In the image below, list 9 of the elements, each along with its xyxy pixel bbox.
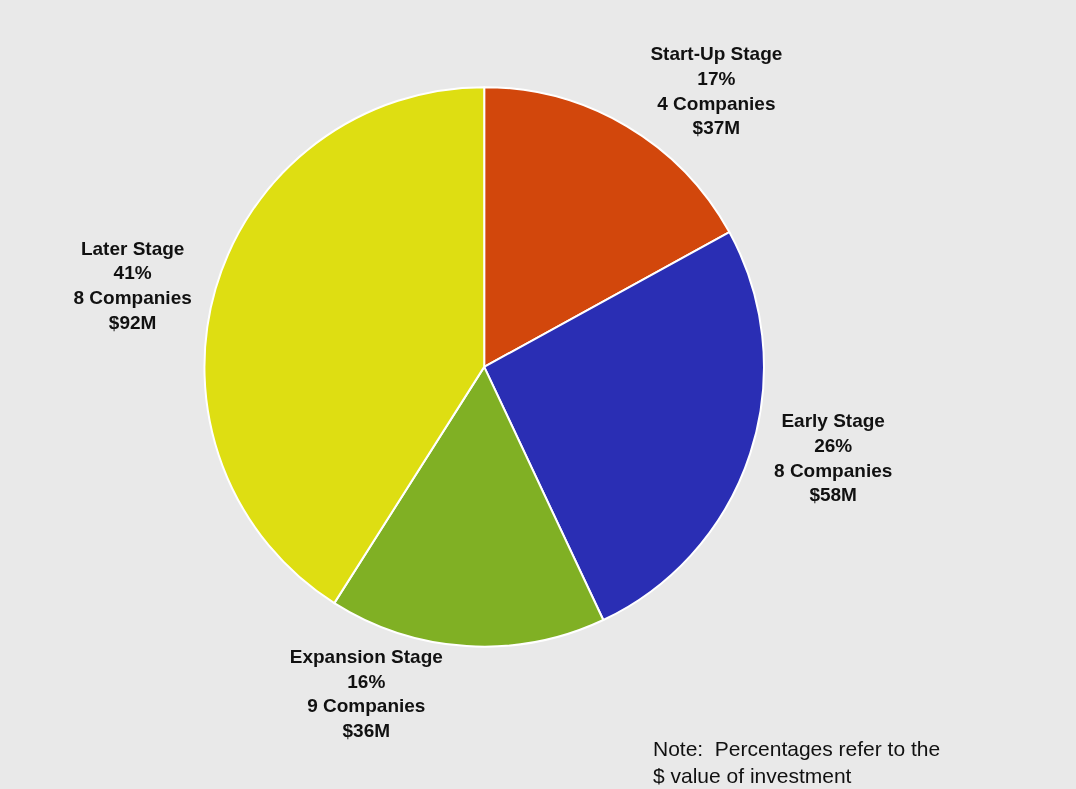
- data-label: 17% 4 Companies $37M: [657, 68, 776, 139]
- data-label: 16% 9 Companies $36M: [307, 670, 426, 742]
- data-label: 41% 8 Companies $92M: [73, 262, 192, 333]
- slice-label: Start-Up Stage: [650, 43, 783, 65]
- text: Note: Percentages refer to the $ value of investment: [653, 737, 941, 788]
- slice-label: Later Stage: [80, 237, 185, 259]
- data-label: 26% 8 Companies $58M: [774, 435, 893, 506]
- slice-label: Expansion Stage: [289, 645, 443, 667]
- slice-label: Early Stage: [781, 410, 885, 432]
